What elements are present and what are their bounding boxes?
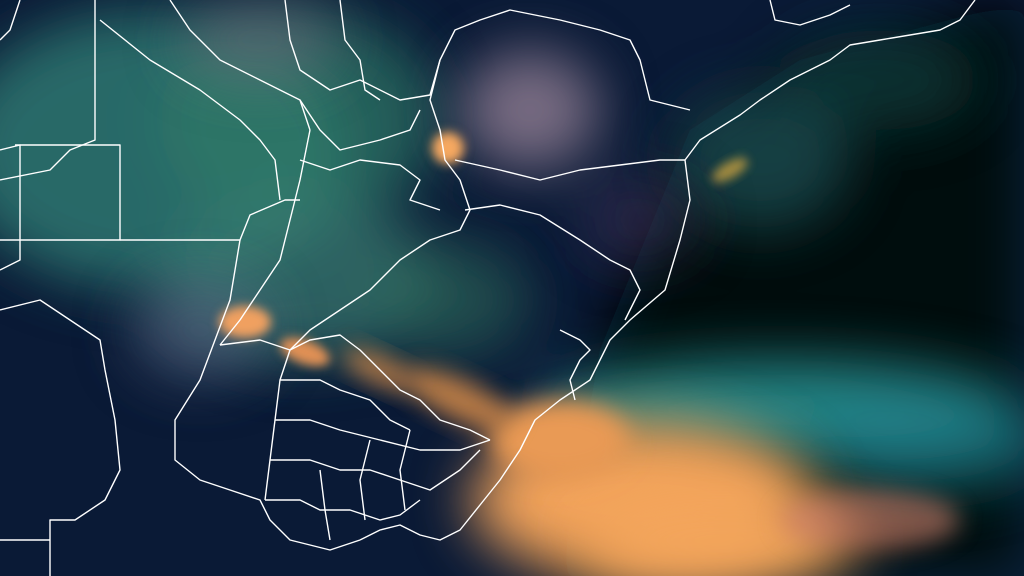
cloud-cover-cyan xyxy=(0,10,1024,490)
political-borders xyxy=(0,0,976,576)
coastline xyxy=(359,0,976,541)
cloud-cover-pink xyxy=(130,0,700,380)
cloud-cover-orange xyxy=(219,132,960,576)
